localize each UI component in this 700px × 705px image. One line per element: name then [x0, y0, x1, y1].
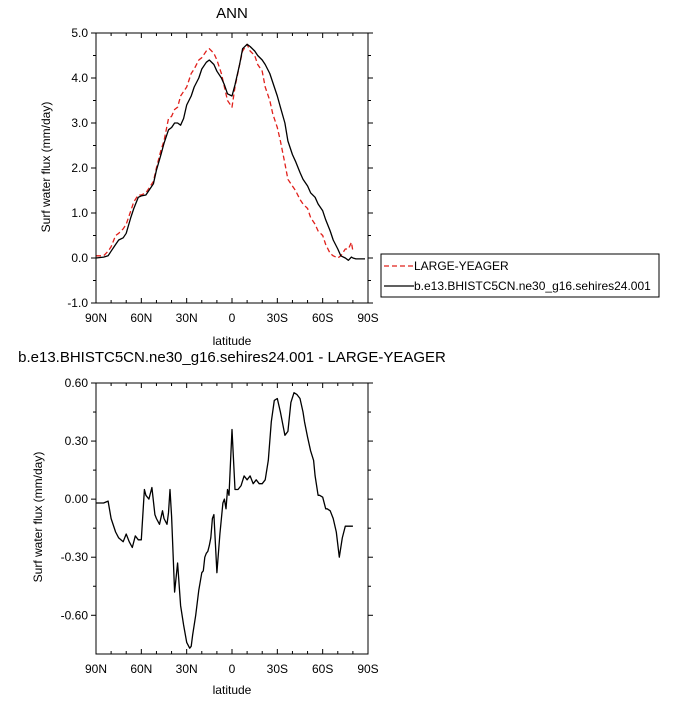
legend-label-model: b.e13.BHISTC5CN.ne30_g16.sehires24.001	[414, 279, 651, 293]
bottom-chart-ylabel: Surf water flux (mm/day)	[31, 452, 45, 583]
top-chart-xtick-label: 90N	[85, 311, 107, 325]
top-chart-xtick-label: 30S	[267, 311, 288, 325]
top-chart-ytick-label: 4.0	[71, 71, 88, 85]
bottom-chart-ytick-label: 0.30	[65, 434, 89, 448]
top-chart-title: ANN	[216, 5, 248, 22]
bottom-chart-ytick-label: 0.60	[65, 376, 89, 390]
top-chart: ANN Surf water flux (mm/day) latitude 90…	[39, 5, 379, 348]
top-chart-ytick-label: 0.0	[71, 251, 88, 265]
bottom-chart: b.e13.BHISTC5CN.ne30_g16.sehires24.001 -…	[18, 349, 446, 697]
bottom-chart-frame	[95, 382, 369, 655]
top-chart-ytick-label: 3.0	[71, 116, 88, 130]
bottom-chart-xtick-label: 0	[229, 662, 236, 676]
legend-box	[380, 253, 660, 298]
bottom-chart-title: b.e13.BHISTC5CN.ne30_g16.sehires24.001 -…	[18, 349, 446, 366]
top-chart-xtick-label: 0	[229, 311, 236, 325]
top-chart-ylabel: Surf water flux (mm/day)	[39, 102, 53, 233]
bottom-chart-xtick-label: 90N	[85, 662, 107, 676]
bottom-chart-xtick-label: 30S	[267, 662, 288, 676]
bottom-chart-xlabel: latitude	[213, 683, 252, 697]
legend-label-large-yeager: LARGE-YEAGER	[414, 259, 509, 273]
top-chart-ytick-label: 5.0	[71, 26, 88, 40]
top-chart-xtick-label: 60N	[130, 311, 152, 325]
top-chart-ytick-label: 2.0	[71, 161, 88, 175]
top-chart-ytick-label: -1.0	[67, 296, 88, 310]
top-chart-series-line-1	[95, 43, 365, 261]
top-chart-frame	[95, 32, 369, 304]
top-chart-xtick-label: 60S	[312, 311, 333, 325]
top-chart-xtick-label: 90S	[357, 311, 378, 325]
bottom-chart-ytick-label: 0.00	[65, 492, 89, 506]
bottom-chart-ytick-label: -0.30	[61, 550, 89, 564]
bottom-chart-xtick-label: 60N	[130, 662, 152, 676]
top-chart-xlabel: latitude	[213, 334, 252, 348]
bottom-chart-xtick-label: 60S	[312, 662, 333, 676]
bottom-chart-xtick-label: 30N	[176, 662, 198, 676]
bottom-chart-xtick-label: 90S	[357, 662, 378, 676]
top-chart-ytick-label: 1.0	[71, 206, 88, 220]
bottom-chart-ytick-label: -0.60	[61, 608, 89, 622]
top-chart-series-line-0	[96, 43, 354, 259]
bottom-chart-series-line-0	[96, 392, 353, 649]
top-chart-xtick-label: 30N	[176, 311, 198, 325]
legend: LARGE-YEAGER b.e13.BHISTC5CN.ne30_g16.se…	[380, 253, 660, 298]
